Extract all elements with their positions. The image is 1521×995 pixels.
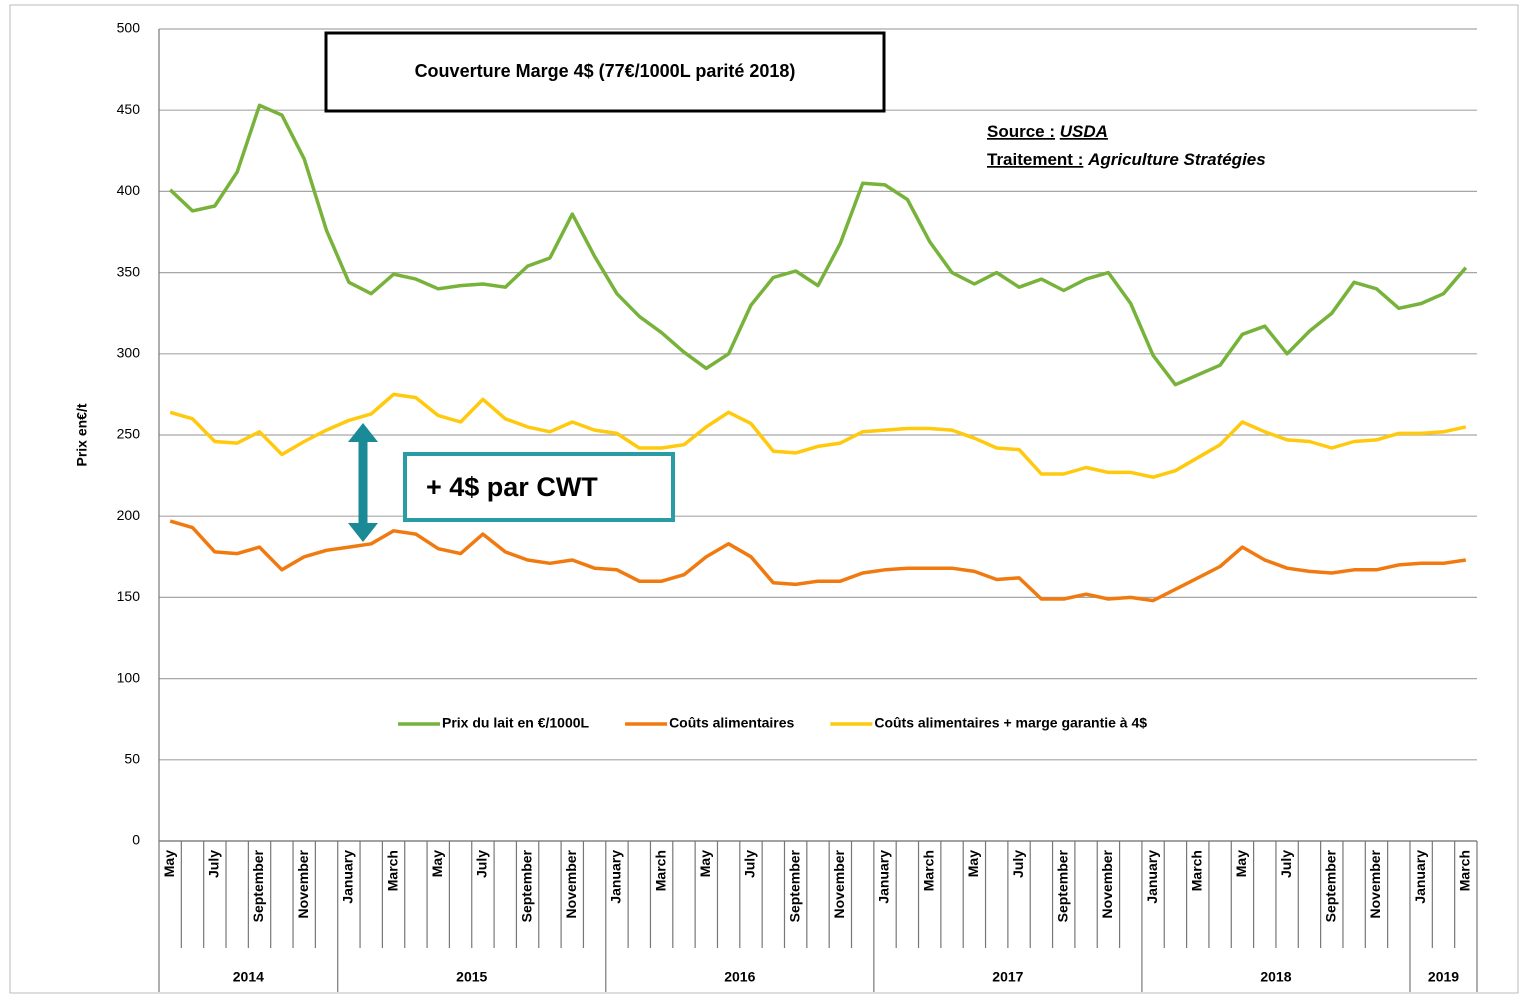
source-label: Source : bbox=[987, 122, 1055, 141]
x-tick-label: January bbox=[340, 850, 356, 904]
x-tick-label: September bbox=[518, 849, 534, 922]
legend-label: Coûts alimentaires + marge garantie à 4$ bbox=[874, 715, 1147, 731]
chart-frame bbox=[9, 4, 1519, 994]
x-tick-label: March bbox=[1457, 850, 1473, 891]
x-tick-label: May bbox=[429, 850, 445, 877]
x-tick-label: November bbox=[831, 849, 847, 918]
x-tick-label: July bbox=[742, 850, 758, 878]
year-label: 2015 bbox=[456, 969, 487, 985]
x-tick-label: July bbox=[474, 850, 490, 878]
y-tick-label: 50 bbox=[124, 751, 140, 767]
x-tick-label: November bbox=[295, 849, 311, 918]
x-tick-label: July bbox=[206, 850, 222, 878]
x-tick-label: November bbox=[1367, 849, 1383, 918]
y-tick-label: 500 bbox=[117, 20, 141, 36]
y-tick-label: 150 bbox=[117, 588, 141, 604]
x-tick-label: January bbox=[1412, 850, 1428, 904]
y-tick-label: 300 bbox=[117, 345, 141, 361]
x-tick-label: May bbox=[1233, 850, 1249, 877]
treatment: Agriculture Stratégies bbox=[1087, 150, 1266, 169]
x-tick-label: July bbox=[1010, 850, 1026, 878]
y-tick-label: 350 bbox=[117, 263, 141, 279]
legend-label: Prix du lait en €/1000L bbox=[442, 715, 590, 731]
source-note: Source : USDA bbox=[987, 122, 1108, 141]
x-tick-label: September bbox=[1322, 849, 1338, 922]
series-line bbox=[168, 103, 1468, 387]
y-tick-label: 100 bbox=[117, 669, 141, 685]
chart-title: Couverture Marge 4$ (77€/1000L parité 20… bbox=[415, 61, 796, 81]
arrow-head bbox=[348, 523, 378, 542]
series-line bbox=[169, 392, 1467, 479]
legend-label: Coûts alimentaires bbox=[669, 715, 794, 731]
x-tick-label: September bbox=[1054, 849, 1070, 922]
title-box bbox=[324, 31, 886, 113]
x-tick-label: September bbox=[786, 849, 802, 922]
x-tick-label: January bbox=[876, 850, 892, 904]
source: USDA bbox=[1060, 122, 1108, 141]
y-tick-label: 450 bbox=[117, 101, 141, 117]
x-tick-label: January bbox=[1144, 850, 1160, 904]
year-label: 2019 bbox=[1428, 969, 1459, 985]
x-tick-label: May bbox=[161, 850, 177, 877]
x-tick-label: March bbox=[384, 850, 400, 891]
y-tick-label: 0 bbox=[132, 832, 140, 848]
y-tick-label: 400 bbox=[117, 182, 141, 198]
treatment-note: Traitement : Agriculture Stratégies bbox=[987, 150, 1266, 169]
x-tick-label: November bbox=[1099, 849, 1115, 918]
annotation: + 4$ par CWT bbox=[426, 472, 598, 502]
year-label: 2018 bbox=[1260, 969, 1291, 985]
margin-arrow bbox=[348, 423, 378, 542]
year-label: 2014 bbox=[233, 969, 264, 985]
series-lines bbox=[168, 103, 1468, 603]
x-tick-label: January bbox=[608, 850, 624, 904]
x-tick-label: July bbox=[1278, 850, 1294, 878]
year-label: 2017 bbox=[992, 969, 1023, 985]
treatment-label: Traitement : bbox=[987, 150, 1083, 169]
grid: 0 50 100 150 200 250 300 350 400 450 500 May July Sep… bbox=[117, 20, 1478, 992]
year-label: 2016 bbox=[724, 969, 755, 985]
x-tick-label: September bbox=[250, 849, 266, 922]
x-tick-label: March bbox=[652, 850, 668, 891]
y-axis-label: Prix en€/t bbox=[74, 403, 90, 466]
legend: Prix du lait en €/1000L Coûts alimentaire… bbox=[398, 715, 1147, 731]
y-tick-label: 250 bbox=[117, 426, 141, 442]
x-tick-label: November bbox=[563, 849, 579, 918]
x-tick-label: May bbox=[965, 850, 981, 877]
series-line bbox=[169, 519, 1467, 603]
arrow-head bbox=[348, 423, 378, 442]
y-tick-label: 200 bbox=[117, 507, 141, 523]
x-tick-label: March bbox=[920, 850, 936, 891]
annotation-box bbox=[403, 452, 675, 522]
x-tick-label: May bbox=[697, 850, 713, 877]
x-tick-label: March bbox=[1188, 850, 1204, 891]
